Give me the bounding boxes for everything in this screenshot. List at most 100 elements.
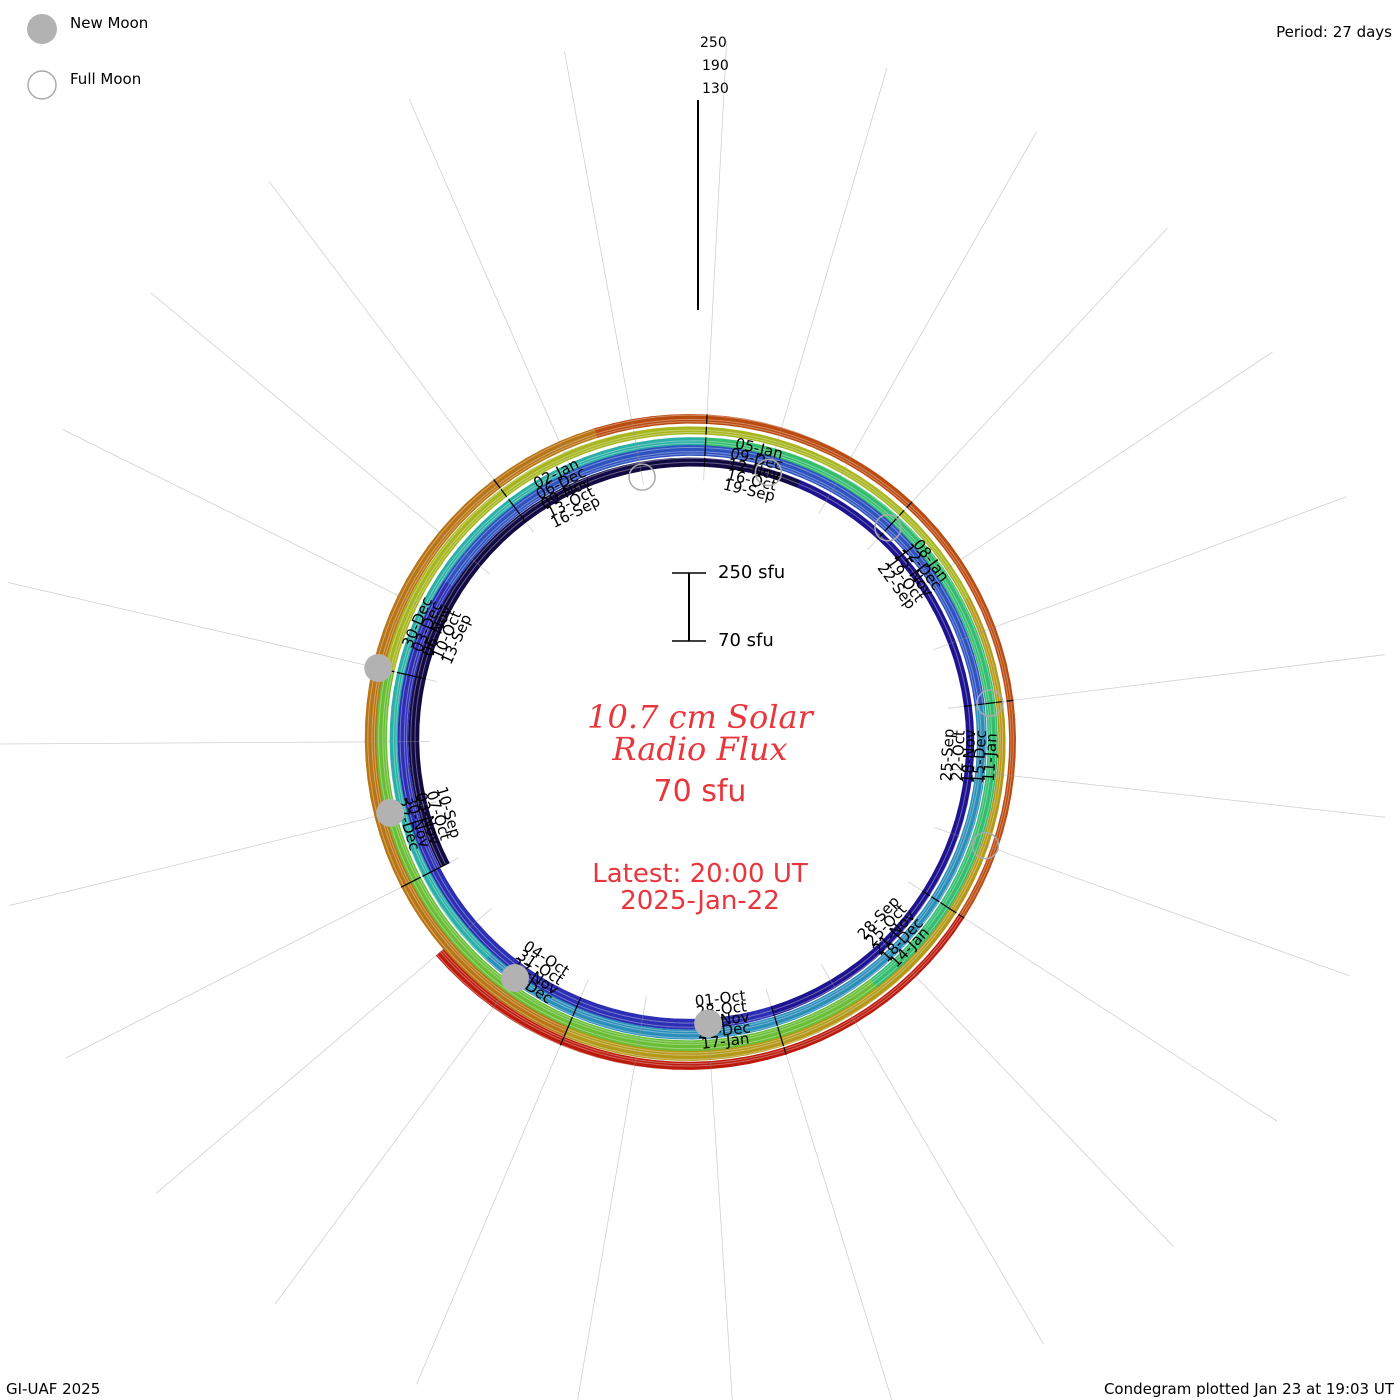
flux-bar-segment — [461, 537, 484, 560]
flux-bar-segment — [909, 569, 926, 588]
date-divider — [559, 1036, 565, 1046]
flux-bar-segment — [365, 759, 379, 780]
radial-guide — [62, 429, 458, 626]
latest-date: 2025-Jan-22 — [620, 886, 780, 916]
flux-bar-segment — [958, 636, 974, 657]
date-divider — [519, 513, 527, 523]
flux-bar-segment — [672, 1061, 693, 1070]
flux-bar-segment — [556, 1000, 577, 1017]
latest-time: Latest: 20:00 UT — [592, 859, 808, 889]
flux-bar-segment — [840, 988, 863, 1009]
flux-bar-segment — [792, 444, 813, 459]
flux-bar-segment — [547, 452, 568, 469]
flux-bar-segment — [365, 703, 378, 724]
radial-guide — [268, 180, 534, 533]
flux-bar-segment — [903, 904, 921, 923]
flux-bar-segment — [708, 1037, 729, 1052]
flux-bar-segment — [890, 963, 911, 984]
flux-bar-segment — [444, 585, 463, 606]
flux-bar-segment — [409, 692, 423, 711]
flux-bar-segment — [869, 940, 889, 959]
flux-bar-segment — [899, 556, 917, 575]
flux-bar-segment — [936, 589, 955, 611]
radial-guide — [906, 351, 1273, 597]
flux-bar-segment — [964, 754, 975, 772]
flux-bar-segment — [584, 451, 605, 465]
flux-bar-segment — [939, 908, 957, 929]
legend-full-moon-icon — [27, 70, 57, 100]
flux-bar-segment — [976, 738, 987, 756]
flux-bar-segment — [989, 665, 1001, 686]
flux-bar-segment — [428, 575, 445, 596]
flux-bar-segment — [608, 1008, 628, 1023]
flux-bar-segment — [424, 629, 441, 649]
flux-bar-segment — [725, 1024, 744, 1038]
flux-bar-segment — [515, 468, 537, 487]
flux-bar-segment — [555, 468, 577, 488]
flux-bar-segment — [674, 1029, 693, 1040]
date-divider — [995, 700, 1003, 704]
radial-guide — [150, 292, 491, 575]
flux-bar-segment — [841, 467, 862, 483]
day-dividers — [372, 414, 1014, 1055]
date-divider — [783, 1047, 787, 1055]
flux-bar-segment — [835, 1016, 856, 1033]
flux-bar-segment — [446, 895, 467, 917]
flux-bar-segment — [796, 479, 816, 495]
flux-bar-segment — [1008, 718, 1016, 739]
flux-bar-segment — [1001, 793, 1012, 814]
ruler-label-130: 130 — [702, 81, 729, 97]
flux-bar-segment — [927, 575, 947, 596]
flux-bar-segment — [988, 626, 1002, 648]
flux-bar-segment — [672, 1050, 693, 1061]
current-flux-value: 70 sfu — [653, 774, 747, 809]
flux-bar-segment — [418, 892, 439, 915]
flux-bar-segment — [938, 847, 953, 867]
flux-bar-segment — [830, 447, 852, 465]
flux-bar-segment — [375, 705, 389, 725]
flux-bar-segment — [961, 616, 979, 638]
flux-bar-segment — [721, 444, 741, 460]
flux-bar-segment — [924, 944, 943, 964]
flux-bar-segment — [408, 708, 421, 727]
flux-bar-segment — [780, 1031, 802, 1047]
flux-bar-segment — [688, 457, 706, 467]
flux-bar-segment — [851, 1006, 873, 1024]
flux-bar-segment — [976, 806, 991, 828]
flux-bar-segment — [490, 944, 512, 965]
flux-bar-segment — [896, 943, 917, 965]
flux-bar-segment — [422, 872, 439, 892]
scale-bar — [672, 572, 706, 642]
radial-guide — [408, 98, 586, 503]
flux-bar-segment — [511, 492, 534, 515]
date-divider — [439, 862, 450, 868]
date-divider — [884, 522, 893, 532]
flux-bar-segment — [541, 992, 562, 1010]
flux-bar-segment — [414, 856, 431, 877]
flux-bar-segment — [389, 741, 399, 760]
flux-bar-segment — [958, 898, 975, 919]
flux-bar-segment — [447, 547, 465, 567]
flux-bar-segment — [450, 935, 472, 957]
flux-bar-segment — [849, 970, 870, 989]
credit-label: GI-UAF 2025 — [6, 1380, 101, 1398]
flux-bar-segment — [863, 959, 883, 979]
flux-bar-segment — [809, 451, 830, 466]
flux-bar-segment — [576, 428, 598, 444]
flux-bar-segment — [539, 475, 562, 496]
new-moon-marker — [694, 1009, 723, 1038]
flux-bar-segment — [845, 490, 867, 511]
flux-bar-segment — [390, 758, 401, 777]
flux-bar-segment — [990, 791, 1002, 812]
flux-bar-segment — [846, 997, 868, 1016]
flux-bar-segment — [975, 754, 987, 774]
flux-bar-segment — [862, 466, 884, 485]
chart-title-line1: 10.7 cm Solar — [587, 698, 813, 736]
radial-guide — [762, 68, 888, 491]
date-divider — [1006, 699, 1014, 702]
flux-bar-segment — [903, 951, 923, 971]
flux-bar-segment — [888, 544, 906, 563]
flux-bar-segment — [743, 1031, 764, 1047]
flux-bar-segment — [389, 706, 400, 725]
flux-bar-segment — [563, 445, 585, 461]
